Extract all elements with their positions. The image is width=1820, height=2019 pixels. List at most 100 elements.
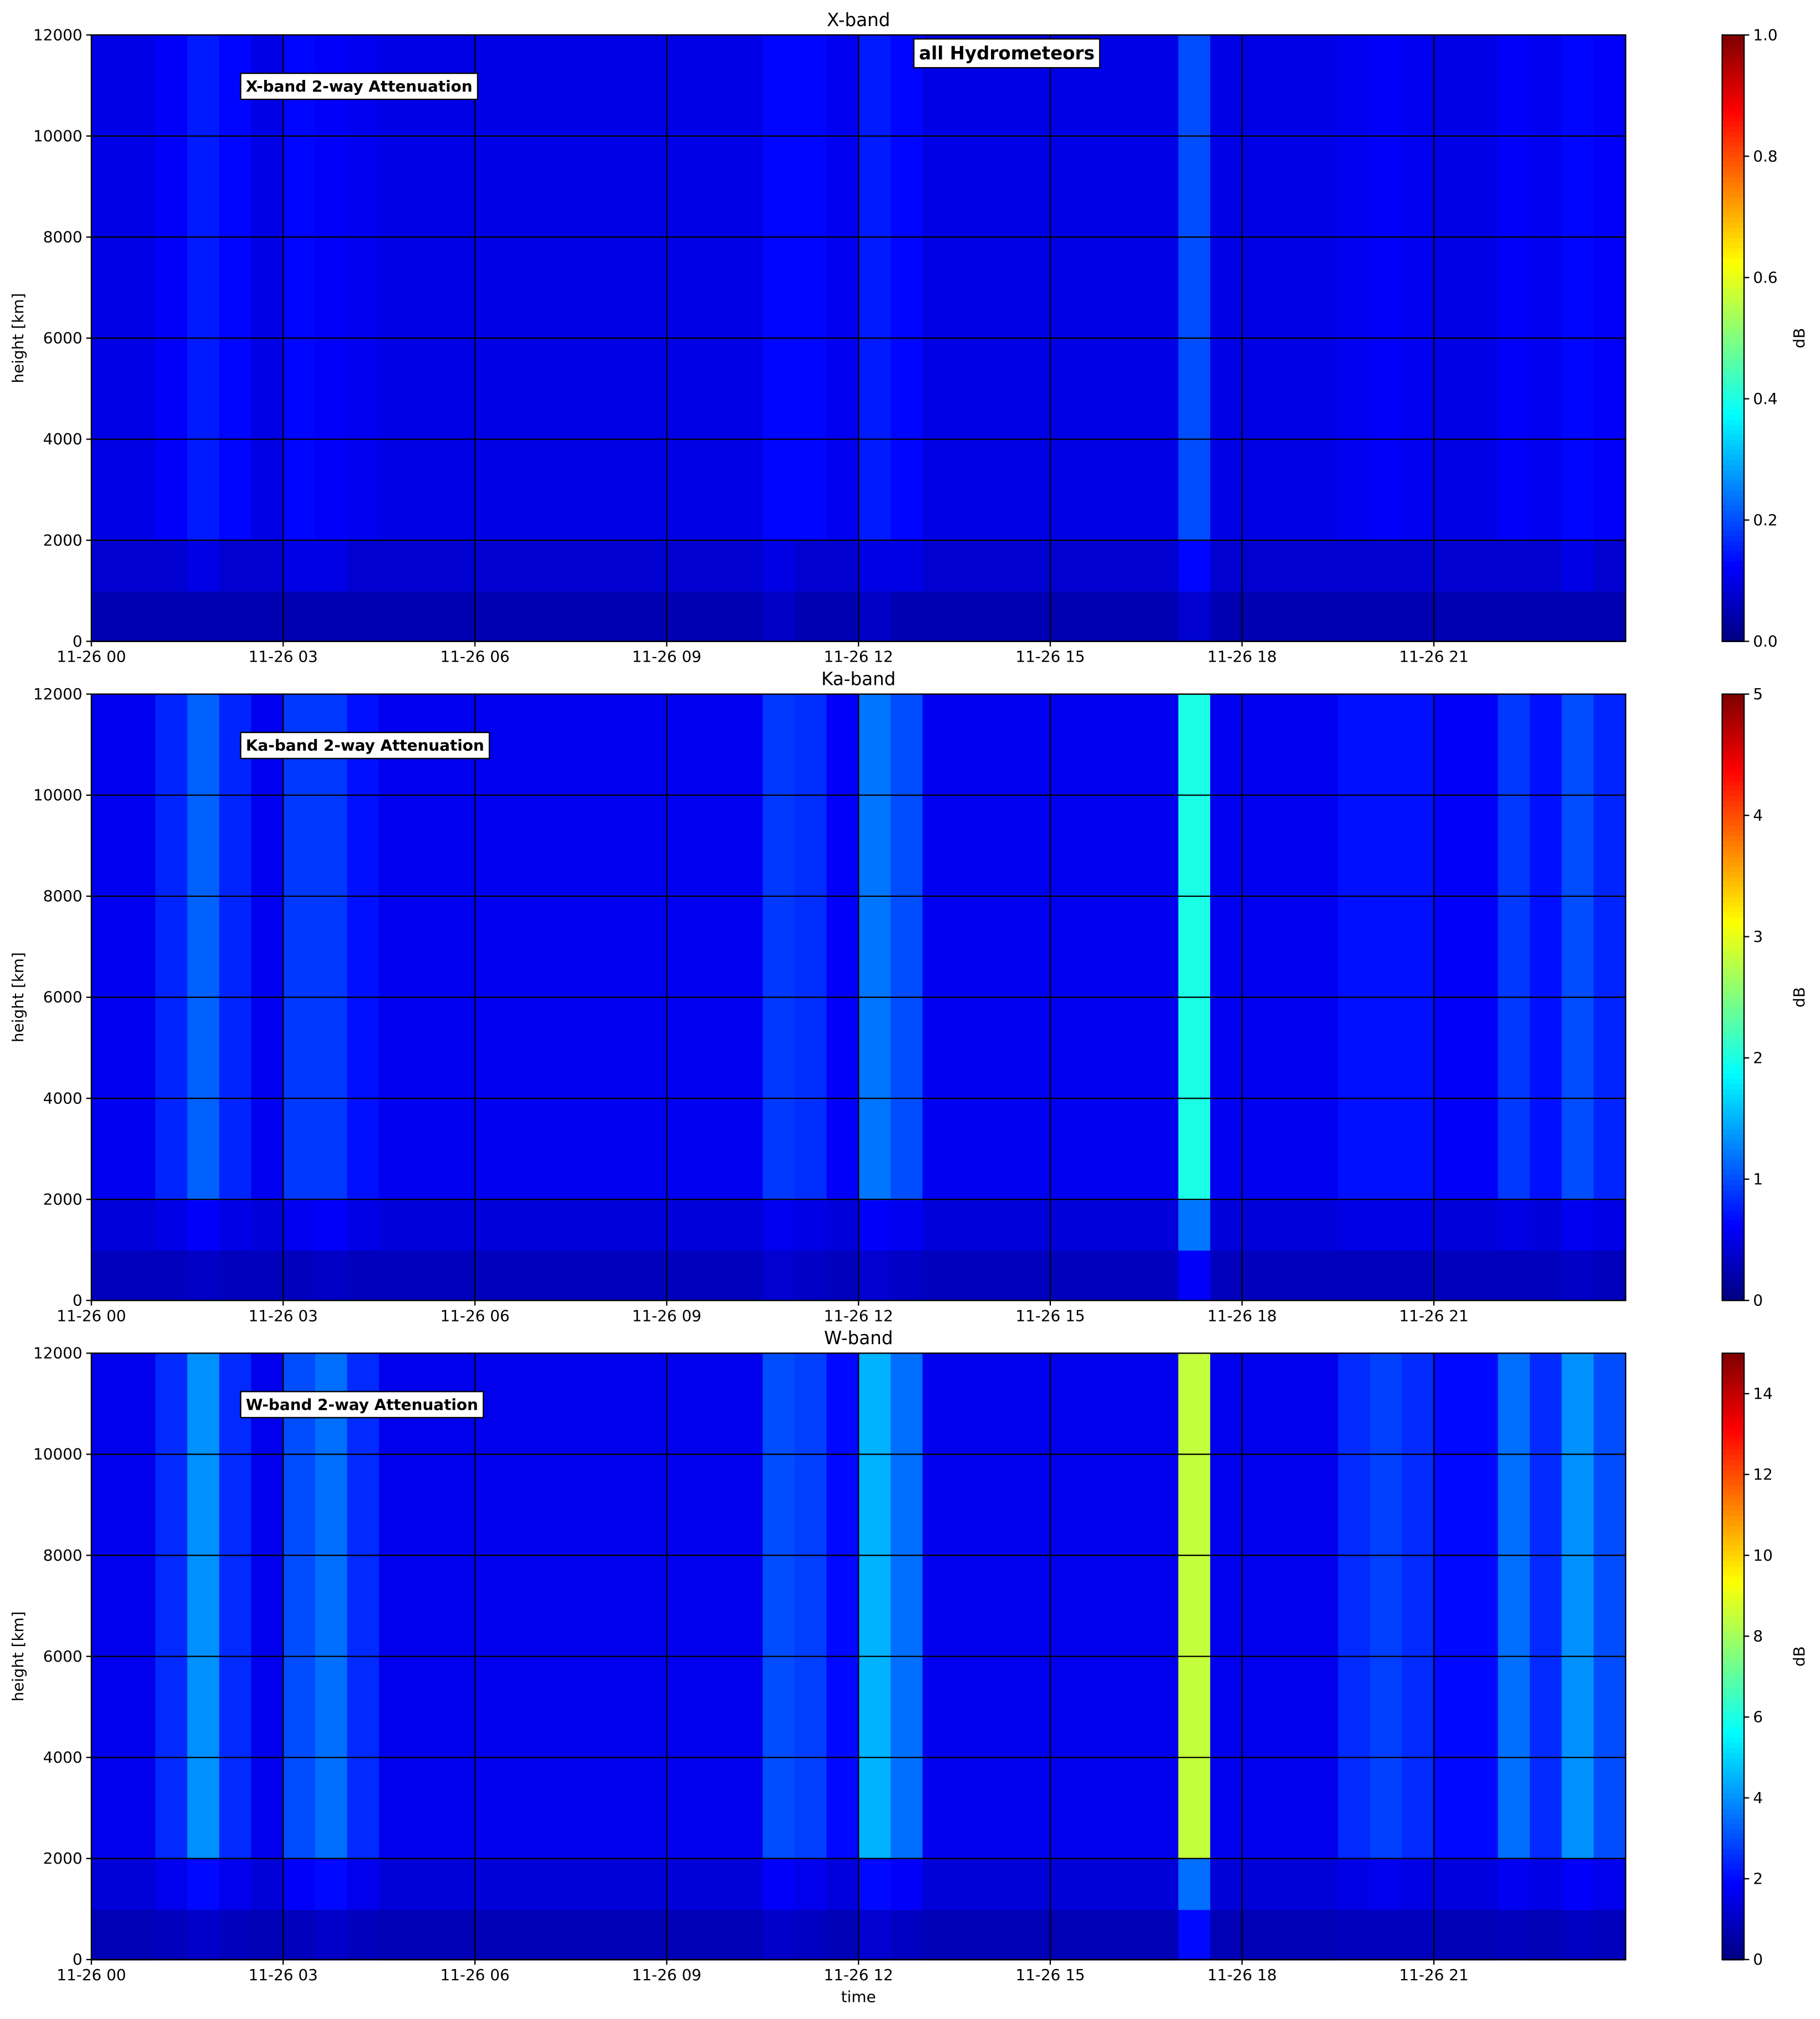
heatmap-cell	[219, 1250, 252, 1301]
heatmap-cell	[1594, 1909, 1627, 1961]
heatmap-cell	[1402, 1199, 1435, 1251]
colorbar-step	[1722, 1677, 1745, 1683]
colorbar-step	[1722, 916, 1745, 922]
heatmap-cell	[699, 590, 732, 642]
colorbar-step	[1722, 1353, 1745, 1359]
colorbar-step	[1722, 439, 1745, 445]
heatmap-cell	[634, 1353, 668, 1860]
heatmap-cell	[1465, 1353, 1499, 1860]
heatmap-cell	[443, 1858, 476, 1910]
colorbar-step	[1722, 699, 1745, 705]
heatmap-cell	[603, 1353, 636, 1860]
heatmap-cell	[634, 1199, 668, 1251]
x-tick-label: 11-26 15	[1015, 648, 1085, 666]
colorbar-step	[1722, 1280, 1745, 1286]
heatmap-cell	[1561, 1909, 1595, 1961]
x-tick-label: 11-26 12	[824, 1306, 893, 1325]
colorbar-frame	[1721, 1352, 1745, 1961]
heatmap-cell	[699, 35, 732, 541]
heatmap-cell	[1178, 1199, 1211, 1251]
heatmap-cell	[1146, 1909, 1179, 1961]
colorbar-step	[1722, 1174, 1745, 1180]
x-tick-label: 11-26 18	[1207, 648, 1277, 666]
heatmap-cell	[155, 1858, 188, 1910]
heatmap-cell	[1178, 590, 1211, 642]
colorbar-step	[1722, 1229, 1745, 1236]
heatmap-cell	[91, 1858, 124, 1910]
heatmap-cell	[986, 1858, 1019, 1910]
heatmap-cell	[699, 1353, 732, 1860]
colorbar-step	[1722, 1439, 1745, 1445]
heatmap-cell	[443, 694, 476, 1200]
colorbar-step	[1722, 464, 1745, 471]
y-tick-label: 8000	[43, 228, 83, 246]
colorbar-step	[1722, 1702, 1745, 1708]
colorbar-step	[1722, 1879, 1745, 1885]
heatmap-cell	[890, 1909, 923, 1961]
colorbar-step	[1722, 1742, 1745, 1748]
y-tick-label: 0	[73, 632, 83, 650]
colorbar-step	[1722, 181, 1745, 188]
colorbar-step	[1722, 307, 1745, 314]
colorbar-step	[1722, 242, 1745, 248]
heatmap-cell	[155, 35, 188, 541]
heatmap-cell	[1498, 1909, 1531, 1961]
colorbar-step	[1722, 161, 1745, 168]
heatmap-cell	[1338, 1250, 1371, 1301]
heatmap-cell	[507, 1199, 540, 1251]
heatmap-cell	[1561, 1199, 1595, 1251]
colorbar-step	[1722, 845, 1745, 852]
colorbar-tick-label: 4	[1753, 1789, 1763, 1807]
colorbar-step	[1722, 1068, 1745, 1074]
colorbar-step	[1722, 1671, 1745, 1678]
y-tick-label: 6000	[43, 988, 83, 1006]
heatmap-cell	[1306, 1353, 1339, 1860]
heatmap-cell	[826, 1858, 860, 1910]
colorbar-tick-label: 5	[1753, 685, 1763, 703]
colorbar-step	[1722, 1078, 1745, 1084]
heatmap-cell	[1465, 1199, 1499, 1251]
y-axis-label: height [km]	[9, 1611, 27, 1702]
heatmap-cell	[666, 694, 700, 1200]
colorbar-step	[1722, 1848, 1745, 1855]
heatmap-cell	[1178, 1353, 1211, 1860]
heatmap-cell	[666, 1250, 700, 1301]
heatmap-cell	[474, 590, 508, 642]
heatmap-cell	[1369, 1199, 1403, 1251]
annotation-box	[240, 731, 491, 759]
colorbar-step	[1722, 861, 1745, 867]
x-tick-label: 11-26 03	[249, 648, 318, 666]
colorbar-step	[1722, 982, 1745, 988]
heatmap-cell	[1274, 1909, 1307, 1961]
heatmap-cell	[858, 1199, 892, 1251]
heatmap-cell	[1050, 590, 1083, 642]
colorbar-step	[1722, 1389, 1745, 1395]
heatmap-cell	[1498, 35, 1531, 541]
heatmap-cell	[762, 1199, 796, 1251]
colorbar-frame	[1721, 693, 1745, 1301]
y-tick-label: 2000	[43, 1849, 83, 1867]
heatmap-cell	[858, 1909, 892, 1961]
heatmap-cell	[986, 694, 1019, 1200]
panel: 11-26 00 11-26 03 11-26 06 11-26 09 11-26 12…	[9, 668, 1808, 1325]
colorbar-step	[1722, 1485, 1745, 1491]
colorbar-step	[1722, 1424, 1745, 1430]
heatmap-cell	[890, 1199, 923, 1251]
heatmap-cell	[347, 1858, 380, 1910]
colorbar-step	[1722, 1636, 1745, 1642]
annotation: all Hydrometeors	[919, 43, 1094, 64]
colorbar-step	[1722, 120, 1745, 127]
heatmap-cell	[443, 1909, 476, 1961]
colorbar-step	[1722, 1113, 1745, 1119]
heatmap-cell	[1434, 1909, 1467, 1961]
colorbar-step	[1722, 805, 1745, 811]
heatmap-cell	[1242, 1250, 1275, 1301]
heatmap-cell	[347, 35, 380, 541]
colorbar-step	[1722, 211, 1745, 218]
heatmap-cell	[826, 1909, 860, 1961]
heatmap-cell	[187, 694, 220, 1200]
colorbar-step	[1722, 287, 1745, 294]
heatmap-cell	[1050, 694, 1083, 1200]
colorbar-step	[1722, 40, 1745, 46]
heatmap-cell	[1210, 540, 1243, 592]
